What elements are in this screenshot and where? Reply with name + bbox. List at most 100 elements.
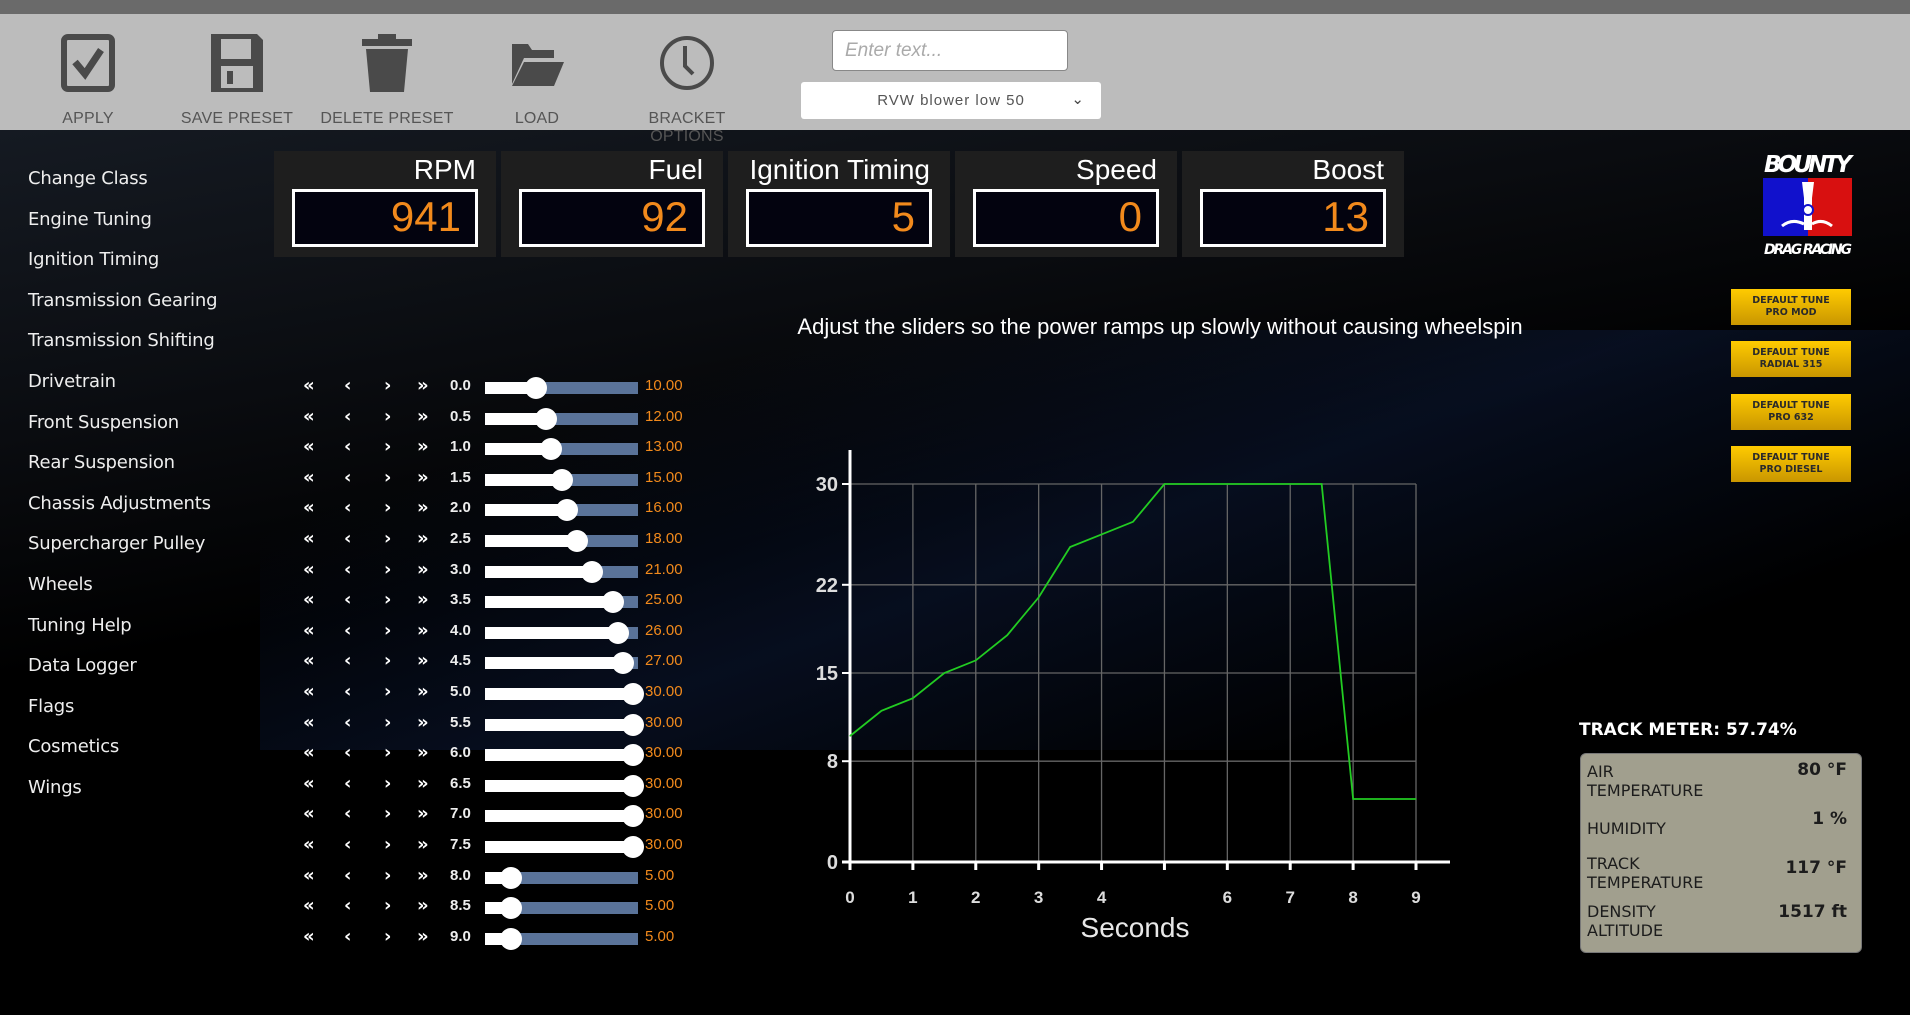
sidebar-item-engine-tuning[interactable]: Engine Tuning — [28, 208, 152, 230]
sidebar-item-chassis-adjustments[interactable]: Chassis Adjustments — [28, 492, 211, 514]
slider-handle[interactable] — [622, 805, 645, 828]
power-slider[interactable] — [485, 897, 638, 920]
jump-last-button[interactable]: » — [417, 497, 429, 519]
jump-first-button[interactable]: « — [303, 711, 315, 733]
jump-last-button[interactable]: » — [417, 528, 429, 549]
slider-handle[interactable] — [540, 438, 563, 461]
slider-handle[interactable] — [622, 713, 645, 736]
sidebar-item-front-suspension[interactable]: Front Suspension — [28, 411, 179, 433]
slider-handle[interactable] — [550, 468, 573, 491]
slider-handle[interactable] — [622, 836, 645, 858]
sidebar-item-transmission-shifting[interactable]: Transmission Shifting — [28, 330, 215, 352]
jump-last-button[interactable]: » — [417, 650, 429, 672]
step-up-button[interactable]: › — [384, 497, 392, 519]
jump-first-button[interactable]: « — [303, 466, 315, 488]
jump-last-button[interactable]: » — [417, 772, 429, 794]
slider-handle[interactable] — [565, 530, 588, 552]
sidebar-item-data-logger[interactable]: Data Logger — [28, 655, 137, 677]
jump-last-button[interactable]: » — [417, 681, 429, 702]
step-down-button[interactable]: ‹ — [344, 742, 352, 764]
jump-first-button[interactable]: « — [303, 589, 315, 611]
jump-last-button[interactable]: » — [417, 895, 429, 917]
step-up-button[interactable]: › — [384, 466, 392, 488]
jump-last-button[interactable]: » — [417, 711, 429, 733]
step-up-button[interactable]: › — [384, 589, 392, 611]
step-up-button[interactable]: › — [384, 681, 392, 702]
default-tune-button[interactable]: DEFAULT TUNE PRO MOD — [1731, 289, 1851, 325]
step-up-button[interactable]: › — [384, 772, 392, 794]
jump-first-button[interactable]: « — [303, 772, 315, 794]
jump-first-button[interactable]: « — [303, 558, 315, 580]
step-up-button[interactable]: › — [384, 528, 392, 549]
power-slider[interactable] — [485, 438, 638, 461]
step-down-button[interactable]: ‹ — [344, 497, 352, 519]
step-down-button[interactable]: ‹ — [344, 895, 352, 917]
step-down-button[interactable]: ‹ — [344, 834, 352, 855]
step-down-button[interactable]: ‹ — [344, 803, 352, 825]
jump-first-button[interactable]: « — [303, 925, 315, 947]
step-up-button[interactable]: › — [384, 405, 392, 427]
step-down-button[interactable]: ‹ — [344, 375, 352, 396]
power-slider[interactable] — [485, 621, 638, 644]
bracket-options-button[interactable]: BRACKET OPTIONS — [612, 34, 762, 146]
step-down-button[interactable]: ‹ — [344, 405, 352, 427]
slider-handle[interactable] — [601, 591, 624, 614]
preset-select[interactable]: RVW blower low 50 ⌄ — [801, 82, 1101, 119]
jump-last-button[interactable]: » — [417, 619, 429, 641]
power-slider[interactable] — [485, 927, 638, 950]
step-up-button[interactable]: › — [384, 803, 392, 825]
jump-first-button[interactable]: « — [303, 681, 315, 702]
slider-handle[interactable] — [611, 652, 634, 675]
jump-last-button[interactable]: » — [417, 375, 429, 396]
sidebar-item-cosmetics[interactable]: Cosmetics — [28, 736, 120, 758]
slider-handle[interactable] — [622, 683, 645, 705]
jump-first-button[interactable]: « — [303, 497, 315, 519]
step-up-button[interactable]: › — [384, 558, 392, 580]
jump-first-button[interactable]: « — [303, 528, 315, 549]
power-slider[interactable] — [485, 560, 638, 583]
jump-first-button[interactable]: « — [303, 436, 315, 458]
jump-first-button[interactable]: « — [303, 834, 315, 855]
step-up-button[interactable]: › — [384, 619, 392, 641]
jump-last-button[interactable]: » — [417, 925, 429, 947]
jump-last-button[interactable]: » — [417, 864, 429, 886]
slider-handle[interactable] — [622, 744, 645, 767]
slider-handle[interactable] — [606, 621, 629, 644]
step-down-button[interactable]: ‹ — [344, 711, 352, 733]
save-preset-button[interactable]: SAVE PRESET — [162, 34, 312, 128]
sidebar-item-drivetrain[interactable]: Drivetrain — [28, 370, 116, 392]
sidebar-item-ignition-timing[interactable]: Ignition Timing — [28, 249, 160, 271]
power-slider[interactable] — [485, 713, 645, 736]
jump-last-button[interactable]: » — [417, 589, 429, 611]
default-tune-button[interactable]: DEFAULT TUNE RADIAL 315 — [1731, 341, 1851, 377]
step-down-button[interactable]: ‹ — [344, 681, 352, 702]
step-down-button[interactable]: ‹ — [344, 619, 352, 641]
step-up-button[interactable]: › — [384, 436, 392, 458]
power-slider[interactable] — [485, 530, 638, 552]
power-slider[interactable] — [485, 836, 645, 858]
step-up-button[interactable]: › — [384, 742, 392, 764]
delete-preset-button[interactable]: DELETE PRESET — [312, 34, 462, 128]
power-slider[interactable] — [485, 591, 638, 614]
step-down-button[interactable]: ‹ — [344, 650, 352, 672]
slider-handle[interactable] — [535, 407, 558, 430]
step-up-button[interactable]: › — [384, 864, 392, 886]
step-down-button[interactable]: ‹ — [344, 925, 352, 947]
sidebar-item-tuning-help[interactable]: Tuning Help — [28, 614, 132, 636]
power-slider[interactable] — [485, 407, 638, 430]
jump-first-button[interactable]: « — [303, 864, 315, 886]
power-slider[interactable] — [485, 683, 645, 705]
step-up-button[interactable]: › — [384, 895, 392, 917]
power-slider[interactable] — [485, 774, 645, 797]
jump-first-button[interactable]: « — [303, 375, 315, 396]
slider-handle[interactable] — [499, 866, 522, 889]
slider-handle[interactable] — [581, 560, 604, 583]
jump-last-button[interactable]: » — [417, 436, 429, 458]
slider-handle[interactable] — [622, 774, 645, 797]
power-slider[interactable] — [485, 652, 638, 675]
sidebar-item-wings[interactable]: Wings — [28, 776, 82, 798]
step-up-button[interactable]: › — [384, 925, 392, 947]
slider-handle[interactable] — [499, 897, 522, 920]
default-tune-button[interactable]: DEFAULT TUNE PRO 632 — [1731, 394, 1851, 430]
preset-name-input[interactable] — [832, 30, 1068, 71]
